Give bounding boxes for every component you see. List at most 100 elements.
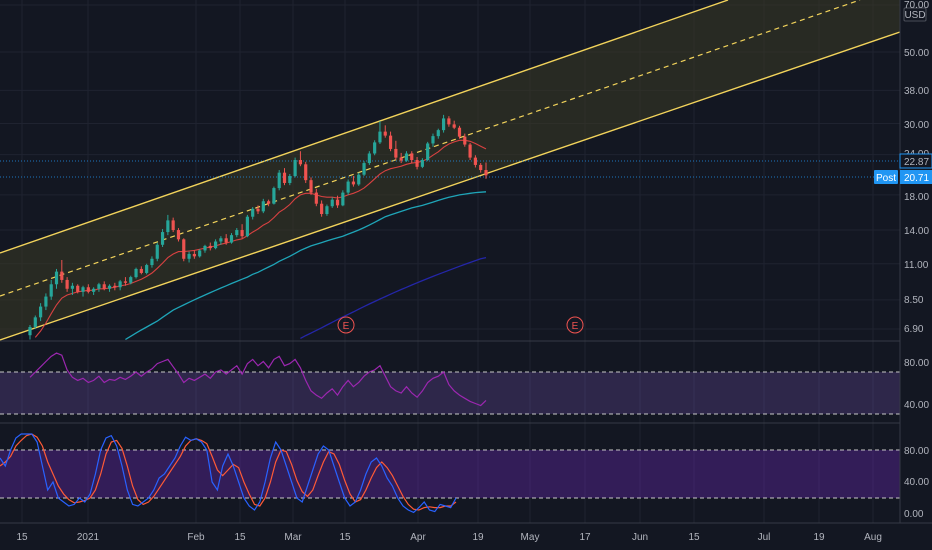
candle[interactable] xyxy=(346,179,350,195)
candle[interactable] xyxy=(208,242,212,251)
candle[interactable] xyxy=(426,141,430,162)
candle[interactable] xyxy=(468,142,472,161)
candle[interactable] xyxy=(320,200,324,217)
candle[interactable] xyxy=(33,315,37,329)
candle[interactable] xyxy=(182,238,186,262)
channel-lower-line[interactable] xyxy=(0,31,901,341)
channel-upper-line[interactable] xyxy=(0,0,729,254)
candle[interactable] xyxy=(229,233,234,244)
candle[interactable] xyxy=(150,256,154,268)
candle[interactable] xyxy=(171,217,175,233)
ma-long-line[interactable] xyxy=(300,256,487,339)
ma-mid-line[interactable] xyxy=(125,191,487,341)
candle[interactable] xyxy=(431,133,435,147)
candle[interactable] xyxy=(81,285,85,297)
candle[interactable] xyxy=(192,250,196,259)
candle[interactable] xyxy=(362,161,366,177)
candle[interactable] xyxy=(160,229,165,248)
candle[interactable] xyxy=(484,162,488,179)
price-pane[interactable]: E E xyxy=(0,0,901,341)
candle[interactable] xyxy=(134,267,138,279)
candle[interactable] xyxy=(176,228,181,242)
candle[interactable] xyxy=(452,120,456,130)
earnings-marker-1[interactable]: E xyxy=(337,316,355,334)
candle[interactable] xyxy=(28,325,32,340)
candle[interactable] xyxy=(447,116,451,127)
candle[interactable] xyxy=(463,133,467,147)
candle[interactable] xyxy=(441,114,446,133)
candle[interactable] xyxy=(86,284,90,294)
candle[interactable] xyxy=(65,277,69,292)
candle[interactable] xyxy=(383,125,387,138)
candle[interactable] xyxy=(325,204,329,216)
candle[interactable] xyxy=(129,275,133,285)
candle[interactable] xyxy=(54,268,59,289)
stoch-k-line[interactable] xyxy=(0,433,457,514)
candle[interactable] xyxy=(410,151,414,164)
candle[interactable] xyxy=(102,281,106,291)
post-market-badge[interactable]: Post 20.71 xyxy=(874,170,932,184)
candle[interactable] xyxy=(415,157,419,170)
candle[interactable] xyxy=(394,140,398,161)
candle[interactable] xyxy=(245,214,249,238)
candle[interactable] xyxy=(92,287,96,295)
last-price-badge[interactable]: 22.87 xyxy=(899,153,932,169)
candle[interactable] xyxy=(60,260,64,283)
channel-middle-line[interactable] xyxy=(0,0,861,297)
price-axis[interactable]: USD 70.00 50.00 38.00 30.00 24.00 18.00 … xyxy=(874,0,932,550)
candle[interactable] xyxy=(219,236,223,245)
stochastic-pane[interactable] xyxy=(0,433,900,514)
candle[interactable] xyxy=(298,151,303,167)
rsi-pane[interactable] xyxy=(0,352,900,415)
candle[interactable] xyxy=(373,140,377,156)
time-axis[interactable]: 15 2021 Feb 15 Mar 15 Apr 19 May 17 Jun … xyxy=(0,522,932,550)
candle[interactable] xyxy=(277,170,281,191)
candle[interactable] xyxy=(357,172,361,186)
candle[interactable] xyxy=(341,190,345,207)
candle[interactable] xyxy=(203,244,207,253)
candle[interactable] xyxy=(155,242,159,262)
currency-label[interactable]: USD xyxy=(903,7,927,22)
candle[interactable] xyxy=(420,158,424,169)
candle[interactable] xyxy=(123,277,128,286)
candle[interactable] xyxy=(367,151,371,165)
candle[interactable] xyxy=(224,234,228,245)
candle[interactable] xyxy=(44,293,48,311)
candle[interactable] xyxy=(404,151,409,162)
candlestick-series[interactable] xyxy=(28,114,488,340)
candle[interactable] xyxy=(272,186,276,205)
candle[interactable] xyxy=(399,152,403,164)
candle[interactable] xyxy=(76,284,80,294)
earnings-marker-2[interactable]: E xyxy=(566,316,584,334)
candle[interactable] xyxy=(113,282,117,291)
candle[interactable] xyxy=(187,251,191,263)
candle[interactable] xyxy=(473,155,477,168)
candle[interactable] xyxy=(139,266,143,275)
candle[interactable] xyxy=(166,214,170,236)
candle[interactable] xyxy=(251,207,255,220)
candle[interactable] xyxy=(282,168,287,186)
candle[interactable] xyxy=(479,163,483,173)
candle[interactable] xyxy=(107,284,112,292)
candle[interactable] xyxy=(378,121,382,144)
candle[interactable] xyxy=(49,279,53,300)
candle[interactable] xyxy=(436,128,440,139)
candle[interactable] xyxy=(240,224,244,239)
candle[interactable] xyxy=(330,197,334,208)
candle[interactable] xyxy=(335,195,340,208)
candle[interactable] xyxy=(145,263,149,275)
candle[interactable] xyxy=(314,188,318,207)
candle[interactable] xyxy=(213,239,218,250)
candle[interactable] xyxy=(97,282,101,292)
rsi-line[interactable] xyxy=(29,352,487,407)
candle[interactable] xyxy=(293,157,297,178)
candle[interactable] xyxy=(304,161,308,183)
candle[interactable] xyxy=(351,176,356,187)
candle[interactable] xyxy=(198,249,202,258)
candle[interactable] xyxy=(267,199,271,207)
candle[interactable] xyxy=(256,205,260,215)
candle[interactable] xyxy=(457,125,462,139)
candle[interactable] xyxy=(309,177,313,195)
candle[interactable] xyxy=(261,198,265,214)
